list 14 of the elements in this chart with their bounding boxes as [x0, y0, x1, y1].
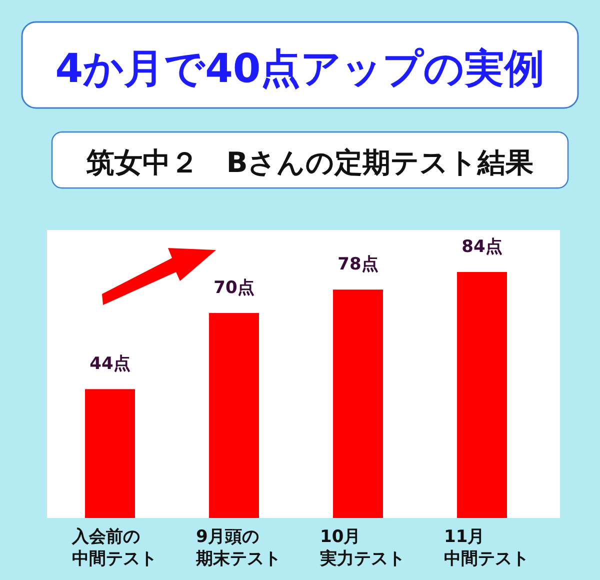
x-tick-label: 9月頭の期末テスト [195, 527, 281, 569]
bar [457, 272, 507, 518]
data-label: 70点 [214, 278, 254, 298]
chart-subtitle: 筑女中２ Bさんの定期テスト結果 [85, 146, 534, 179]
chart-title: 4か月で40点アップの実例 [55, 46, 545, 92]
bar [209, 313, 259, 518]
x-tick-label: 10月実力テスト [319, 527, 405, 569]
x-tick-label: 11月中間テスト [444, 527, 529, 569]
x-tick-label: 入会前の中間テスト [71, 527, 157, 569]
bar [85, 389, 135, 518]
data-label: 84点 [462, 237, 502, 257]
data-label: 78点 [338, 254, 378, 275]
bar [333, 290, 383, 518]
data-label: 44点 [90, 354, 130, 374]
